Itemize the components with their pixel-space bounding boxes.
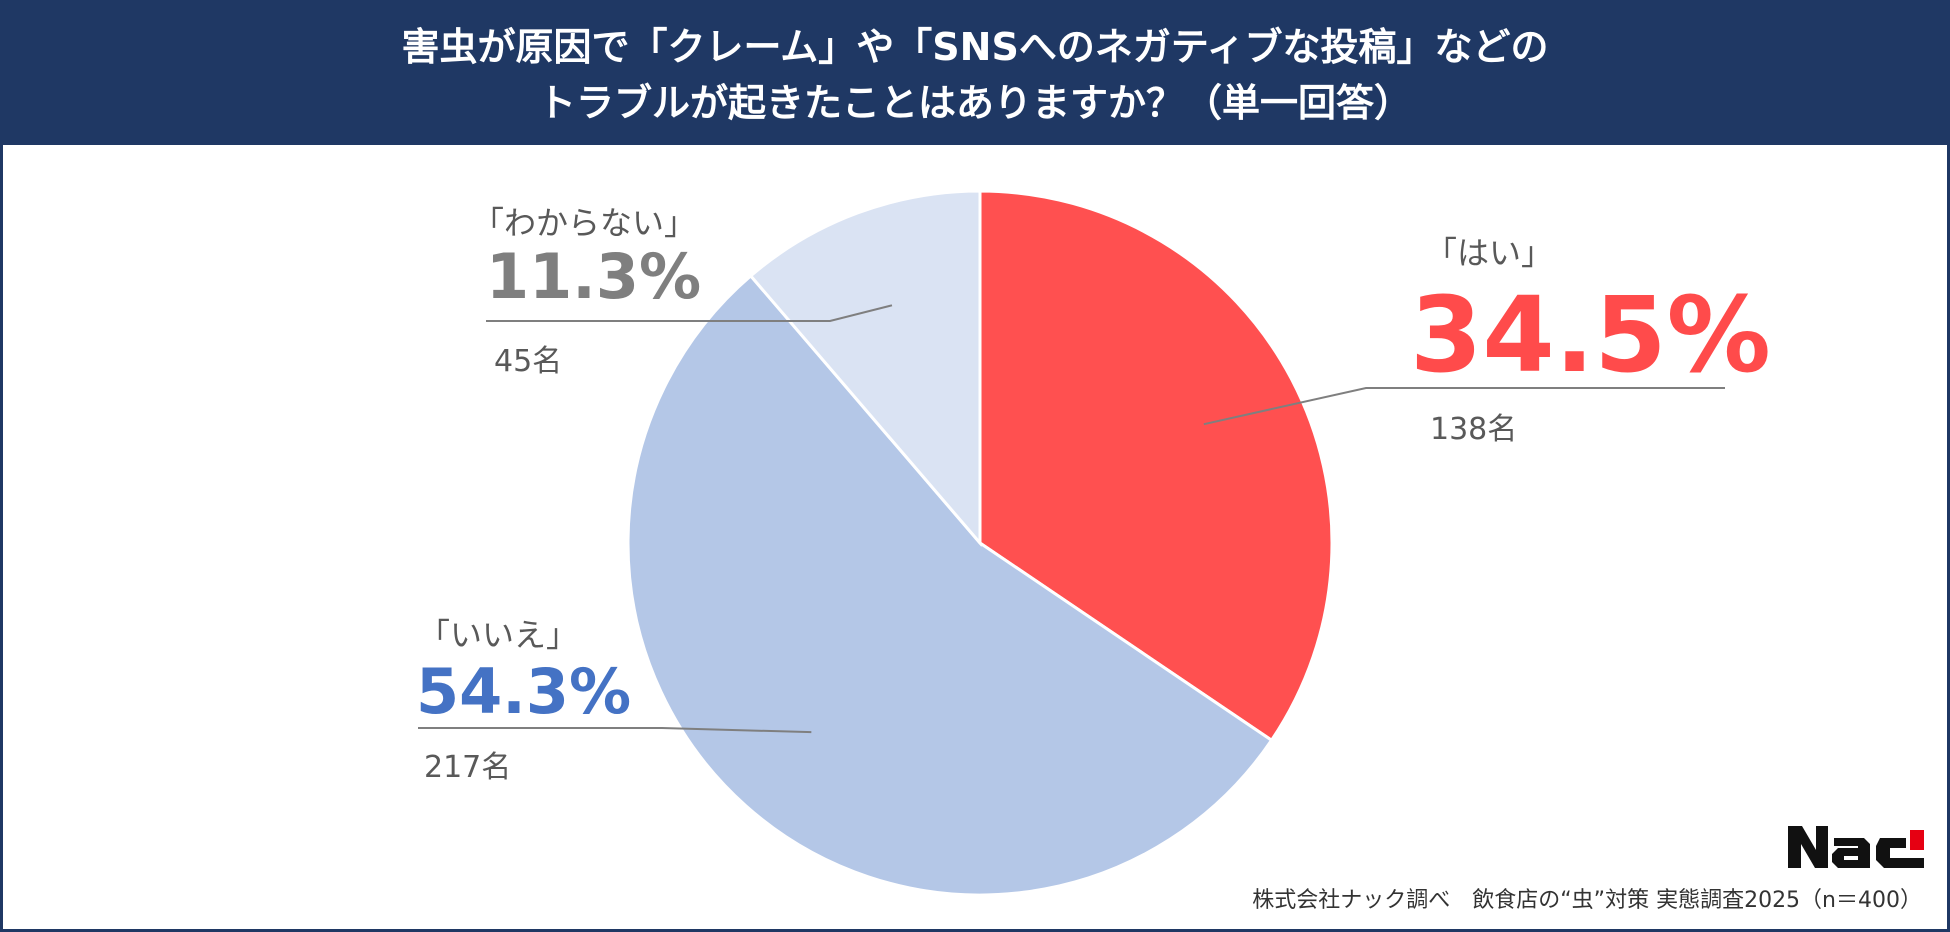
leader-no [418, 727, 812, 734]
leader-yes [1203, 387, 1725, 426]
count-yes: 138名 [1430, 412, 1518, 447]
leader-unknown [486, 304, 893, 322]
count-no: 217名 [424, 750, 512, 785]
nac-logo [1788, 826, 1924, 868]
percent-unknown: 11.3% [486, 240, 702, 313]
percent-yes: 34.5% [1410, 274, 1771, 396]
count-unknown: 45名 [494, 344, 563, 379]
source-note: 株式会社ナック調べ 飲食店の“虫”対策 実態調査2025（n＝400） [1252, 888, 1922, 913]
slice-yes [978, 189, 1334, 743]
label-unknown: 「わからない」 [472, 204, 697, 242]
slice-unknown [748, 189, 982, 548]
chart-title: 害虫が原因で「クレーム」や「SNSへのネガティブな投稿」などの トラブルが起きた… [3, 3, 1947, 145]
slice-no [626, 273, 1274, 897]
title-line-2: トラブルが起きたことはありますか？（単一回答） [537, 81, 1412, 125]
percent-no: 54.3% [416, 655, 632, 728]
title-line-1: 害虫が原因で「クレーム」や「SNSへのネガティブな投稿」などの [401, 25, 1549, 69]
label-yes: 「はい」 [1425, 234, 1554, 272]
label-no: 「いいえ」 [418, 616, 579, 654]
